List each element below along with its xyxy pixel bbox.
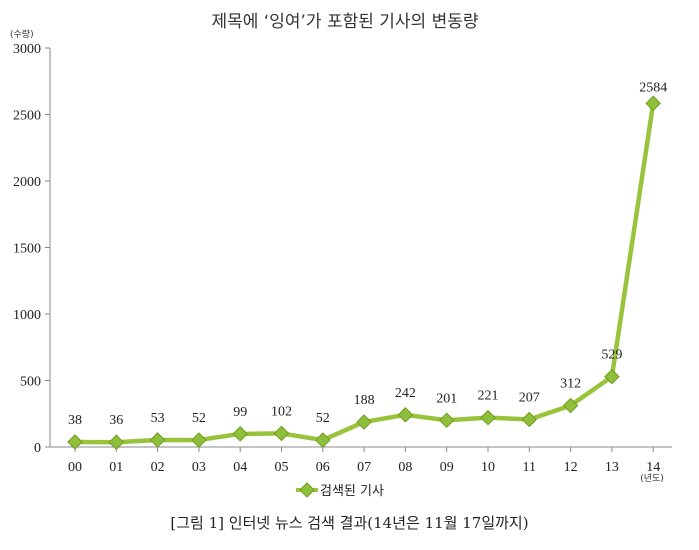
x-tick-label: 13 (605, 460, 619, 475)
data-point (562, 397, 579, 414)
data-label: 312 (560, 377, 581, 392)
x-axis-unit: (년도) (640, 473, 664, 484)
x-tick-label: 07 (357, 460, 371, 475)
data-point (521, 411, 538, 428)
y-tick-label: 500 (20, 375, 41, 390)
x-tick-label: 14 (646, 460, 660, 475)
x-tick-label: 05 (275, 460, 289, 475)
y-tick-label: 2500 (13, 109, 41, 124)
data-point (232, 426, 248, 442)
data-label: 52 (316, 411, 330, 426)
legend-label: 검색된 기사 (320, 484, 384, 499)
line-chart: 제목에 ‘잉여’가 포함된 기사의 변동량 (수량) 0500100015002… (10, 12, 672, 499)
x-tick-label: 12 (564, 460, 578, 475)
x-tick-label: 02 (151, 460, 165, 475)
x-tick-label: 03 (192, 460, 206, 475)
series-search-articles: 38 36 53 52 99 102 52 188 242 201 221 207 312 529 2584 (67, 80, 667, 450)
x-tick-label: 04 (233, 460, 247, 475)
data-point (645, 95, 661, 112)
data-point (67, 434, 83, 450)
data-label: 52 (192, 411, 206, 426)
data-label: 36 (109, 413, 123, 428)
data-label: 188 (354, 393, 375, 408)
data-label: 38 (68, 413, 82, 428)
y-tick-label: 1000 (13, 308, 41, 323)
y-tick-label: 2000 (13, 175, 41, 190)
y-tick-label: 3000 (13, 42, 41, 57)
data-point (438, 412, 455, 429)
x-tick-label: 11 (523, 460, 536, 475)
chart-title: 제목에 ‘잉여’가 포함된 기사의 변동량 (211, 12, 478, 32)
data-point (397, 407, 414, 423)
y-tick-label: 0 (34, 441, 41, 456)
data-label: 2584 (639, 80, 667, 95)
data-label: 99 (233, 405, 247, 420)
data-point (191, 432, 207, 448)
x-axis-ticks: 00 01 02 03 04 05 06 07 08 09 10 11 12 13 14 (68, 447, 660, 475)
data-label: 53 (151, 411, 165, 426)
legend-marker (299, 482, 315, 498)
figure-caption: [그림 1] 인터넷 뉴스 검색 결과(14년은 11월 17일까지) (170, 514, 529, 532)
data-point (604, 368, 620, 385)
x-tick-label: 06 (316, 460, 330, 475)
data-label: 529 (601, 348, 622, 363)
data-label: 221 (478, 389, 499, 404)
x-tick-label: 00 (68, 460, 82, 475)
data-label: 207 (519, 390, 540, 405)
data-point (480, 409, 496, 426)
y-axis-ticks: 0 500 1000 1500 2000 2500 3000 (13, 42, 50, 456)
data-point (315, 432, 331, 448)
data-label: 201 (436, 391, 457, 406)
legend: 검색된 기사 (296, 482, 384, 499)
data-label: 242 (395, 386, 416, 401)
x-tick-label: 09 (440, 460, 454, 475)
data-point (273, 425, 290, 442)
y-tick-label: 1500 (13, 242, 41, 257)
data-point (149, 432, 166, 448)
x-tick-label: 08 (398, 460, 412, 475)
y-axis-unit: (수량) (10, 28, 34, 40)
data-point (356, 414, 372, 430)
data-label: 102 (271, 404, 292, 419)
data-point (108, 434, 125, 450)
x-tick-label: 10 (481, 460, 495, 475)
x-tick-label: 01 (109, 460, 123, 475)
